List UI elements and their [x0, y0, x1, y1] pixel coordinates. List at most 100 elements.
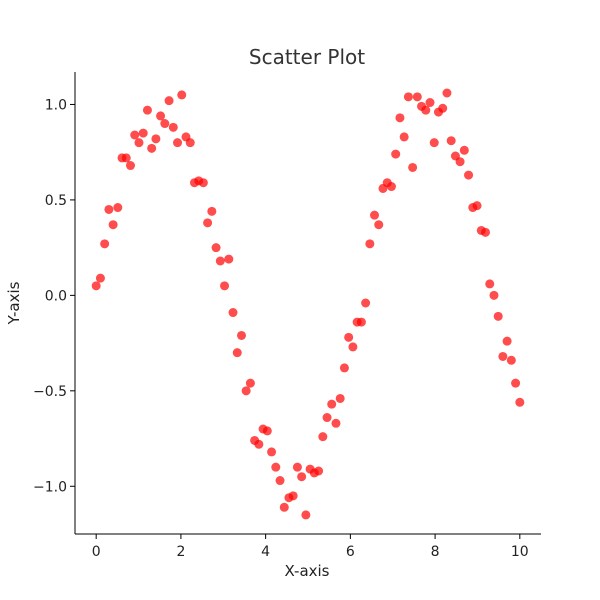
data-point: [254, 439, 264, 449]
data-point: [412, 92, 422, 102]
data-point: [408, 162, 418, 172]
data-point: [262, 426, 272, 436]
data-point: [241, 386, 251, 396]
data-point: [395, 113, 405, 123]
data-point: [164, 96, 174, 106]
data-point: [100, 239, 110, 249]
data-point: [138, 128, 148, 138]
y-axis-label: Y-axis: [5, 281, 23, 325]
y-tick-label: 0.5: [45, 193, 67, 209]
data-point: [361, 298, 371, 308]
data-point: [421, 105, 431, 115]
data-point: [485, 279, 495, 289]
data-point: [455, 157, 465, 167]
data-point: [459, 145, 469, 155]
x-tick-label: 8: [431, 544, 440, 560]
y-ticks: −1.0 −0.5 0.0 0.5 1.0: [33, 97, 75, 495]
data-point: [370, 210, 380, 220]
data-point: [464, 170, 474, 180]
data-point: [446, 136, 456, 146]
data-point: [297, 472, 307, 482]
y-tick-label: 1.0: [45, 97, 67, 113]
y-tick-label: −0.5: [33, 384, 67, 400]
data-point: [506, 355, 516, 365]
x-tick-label: 6: [346, 544, 355, 560]
data-point: [493, 311, 503, 321]
data-point: [442, 88, 452, 98]
data-point: [489, 290, 499, 300]
data-point: [271, 462, 281, 472]
data-point: [232, 348, 242, 358]
data-point: [327, 399, 337, 409]
data-point: [203, 218, 213, 228]
x-tick-label: 10: [511, 544, 529, 560]
x-tick-label: 2: [176, 544, 185, 560]
data-point: [151, 134, 161, 144]
data-point: [121, 153, 131, 163]
points-layer: [91, 88, 525, 520]
data-point: [211, 243, 221, 253]
data-point: [177, 90, 187, 100]
data-point: [134, 138, 144, 148]
data-point: [386, 182, 396, 192]
data-point: [173, 138, 183, 148]
y-tick-label: 0.0: [45, 288, 67, 304]
data-point: [365, 239, 375, 249]
data-point: [301, 510, 311, 520]
data-point: [391, 149, 401, 159]
data-point: [502, 336, 512, 346]
data-point: [314, 466, 324, 476]
data-point: [331, 418, 341, 428]
data-point: [156, 111, 166, 121]
data-point: [481, 227, 490, 237]
data-point: [220, 281, 230, 291]
data-point: [228, 308, 238, 318]
data-point: [108, 220, 118, 230]
data-point: [147, 143, 157, 153]
data-point: [275, 476, 285, 486]
data-point: [130, 130, 140, 140]
data-point: [288, 491, 298, 501]
data-point: [207, 206, 217, 216]
data-point: [399, 132, 409, 142]
data-point: [292, 462, 302, 472]
data-point: [348, 342, 358, 352]
data-point: [425, 98, 435, 108]
data-point: [95, 273, 105, 283]
data-point: [498, 351, 508, 361]
x-tick-label: 0: [92, 544, 101, 560]
data-point: [403, 92, 413, 102]
x-ticks: 0 2 4 6 8 10: [92, 534, 529, 560]
data-point: [322, 413, 332, 423]
data-point: [224, 254, 234, 264]
data-point: [318, 432, 328, 442]
data-point: [104, 204, 114, 214]
data-point: [335, 393, 345, 403]
data-point: [126, 161, 135, 171]
data-point: [236, 330, 246, 340]
data-point: [160, 119, 170, 129]
x-tick-label: 4: [261, 544, 270, 560]
data-point: [472, 201, 482, 211]
data-point: [245, 378, 255, 388]
data-point: [438, 103, 448, 113]
data-point: [198, 178, 208, 188]
data-point: [279, 502, 289, 512]
data-point: [185, 138, 195, 148]
data-point: [374, 220, 384, 230]
data-point: [168, 122, 178, 132]
data-point: [515, 397, 525, 407]
x-axis-label: X-axis: [285, 562, 330, 580]
data-point: [113, 203, 123, 213]
data-point: [339, 363, 349, 373]
data-point: [429, 138, 439, 148]
data-point: [142, 105, 152, 115]
data-point: [356, 317, 366, 327]
data-point: [511, 378, 521, 388]
data-point: [215, 256, 225, 266]
data-point: [267, 447, 277, 457]
data-point: [91, 281, 101, 291]
y-tick-label: −1.0: [33, 479, 67, 495]
